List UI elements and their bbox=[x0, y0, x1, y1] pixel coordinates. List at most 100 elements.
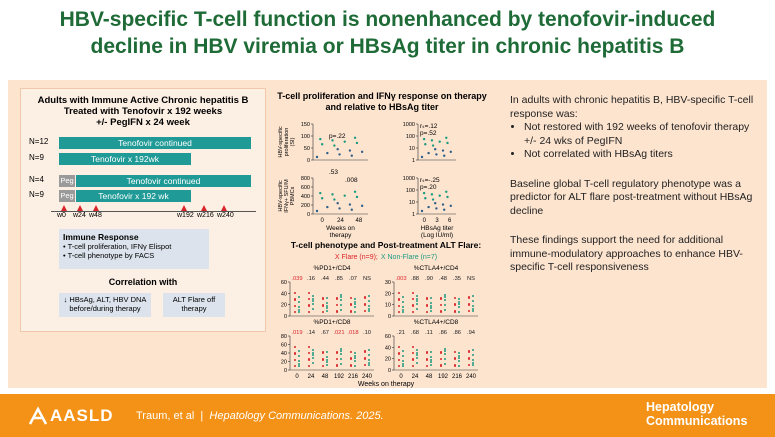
point-decoration bbox=[326, 302, 328, 304]
point-decoration bbox=[360, 150, 364, 154]
point-decoration bbox=[350, 208, 353, 211]
p-value: .86 bbox=[439, 330, 447, 336]
point-decoration bbox=[422, 137, 426, 141]
point-decoration bbox=[402, 363, 404, 365]
point-decoration bbox=[320, 143, 324, 146]
x-tick-label: 240 bbox=[362, 374, 373, 380]
title: HBV-specific T-cell function is nonenhan… bbox=[0, 6, 775, 60]
peg-segment: Peg bbox=[59, 175, 75, 187]
point-decoration bbox=[368, 295, 370, 297]
point-decoration bbox=[431, 144, 435, 147]
point-decoration bbox=[440, 311, 442, 313]
authors: Traum, et al bbox=[136, 410, 195, 422]
title-line: decline in HBV viremia or HBsAg titer in… bbox=[90, 35, 685, 58]
point-decoration bbox=[430, 364, 432, 366]
society: AASLD bbox=[50, 406, 114, 425]
annotation: rₛ=.12 bbox=[420, 123, 438, 130]
point-decoration bbox=[294, 292, 296, 294]
point-decoration bbox=[430, 297, 432, 299]
x-label: Weeks on bbox=[326, 225, 355, 232]
y-tick-label: 1000 bbox=[403, 122, 415, 128]
y-tick-label: 10 bbox=[409, 200, 415, 206]
title-line: HBV-specific T-cell function is nonenhan… bbox=[59, 8, 716, 31]
point-decoration bbox=[472, 310, 474, 312]
timepoint-arrow bbox=[201, 205, 207, 211]
point-decoration bbox=[354, 298, 356, 300]
point-decoration bbox=[416, 298, 418, 300]
point-decoration bbox=[333, 198, 336, 201]
point-decoration bbox=[326, 364, 328, 366]
point-decoration bbox=[422, 191, 426, 195]
point-decoration bbox=[402, 309, 404, 311]
point-decoration bbox=[398, 292, 400, 294]
point-decoration bbox=[424, 143, 427, 146]
heading-line: Treated with Tenofovir x 192 weeks bbox=[63, 106, 223, 117]
point-decoration bbox=[298, 301, 300, 303]
point-decoration bbox=[336, 352, 338, 354]
point-decoration bbox=[398, 299, 400, 301]
finding: Baseline global T-cell regulatory phenot… bbox=[510, 177, 753, 217]
point-decoration bbox=[326, 305, 328, 307]
point-decoration bbox=[368, 300, 370, 302]
point-decoration bbox=[468, 304, 470, 306]
y-tick-label: 60 bbox=[281, 343, 287, 349]
point-decoration bbox=[472, 349, 474, 351]
point-decoration bbox=[416, 362, 418, 364]
point-decoration bbox=[430, 139, 434, 142]
x-tick-label: 24 bbox=[308, 374, 315, 380]
arm-n: N=4 bbox=[29, 175, 44, 184]
point-decoration bbox=[435, 153, 438, 156]
point-decoration bbox=[350, 154, 353, 157]
p-value: .10 bbox=[363, 330, 371, 336]
point-decoration bbox=[416, 303, 418, 305]
p-value: .018 bbox=[347, 330, 358, 336]
point-decoration bbox=[426, 298, 428, 300]
p-value: NS bbox=[363, 276, 371, 282]
point-decoration bbox=[454, 351, 456, 353]
point-decoration bbox=[430, 356, 432, 358]
point-decoration bbox=[298, 309, 300, 311]
point-decoration bbox=[326, 356, 328, 358]
annotation: p=.22 bbox=[329, 133, 346, 140]
finding: These findings support the need for addi… bbox=[510, 234, 743, 273]
point-decoration bbox=[326, 205, 329, 209]
point-decoration bbox=[398, 353, 400, 355]
point-decoration bbox=[449, 150, 452, 154]
point-decoration bbox=[444, 363, 446, 365]
point-decoration bbox=[443, 208, 446, 211]
legend-entry: X Flare (n=9); bbox=[335, 254, 378, 261]
point-decoration bbox=[416, 352, 418, 354]
p-value: .94 bbox=[467, 330, 476, 336]
point-decoration bbox=[468, 351, 470, 353]
arm-bar: Tenofovir x 192 wk bbox=[76, 190, 191, 202]
point-decoration bbox=[468, 358, 470, 360]
point-decoration bbox=[472, 359, 474, 361]
point-decoration bbox=[322, 352, 324, 354]
point-decoration bbox=[350, 297, 352, 299]
point-decoration bbox=[340, 350, 342, 352]
point-decoration bbox=[458, 306, 460, 308]
y-tick-label: 40 bbox=[281, 291, 287, 297]
point-decoration bbox=[426, 352, 428, 354]
point-decoration bbox=[355, 141, 359, 145]
y-tick-label: 0 bbox=[284, 314, 287, 320]
point-decoration bbox=[350, 358, 352, 360]
y-tick-label: 100 bbox=[406, 188, 415, 194]
timepoint-label: w240 bbox=[217, 212, 234, 219]
point-decoration bbox=[343, 140, 346, 143]
point-decoration bbox=[336, 298, 338, 300]
y-tick-label: 100 bbox=[301, 134, 310, 140]
point-decoration bbox=[322, 359, 324, 361]
point-decoration bbox=[446, 141, 449, 145]
p-value: .039 bbox=[291, 276, 302, 282]
point-decoration bbox=[468, 310, 470, 312]
point-decoration bbox=[368, 354, 370, 356]
axis bbox=[393, 282, 478, 317]
point-decoration bbox=[308, 346, 310, 348]
point-decoration bbox=[333, 144, 336, 147]
p-value: .019 bbox=[291, 330, 302, 336]
finding-list: Not restored with 192 weeks of tenofovir… bbox=[510, 121, 755, 162]
x-tick-label: 6 bbox=[448, 218, 452, 224]
point-decoration bbox=[445, 136, 448, 139]
